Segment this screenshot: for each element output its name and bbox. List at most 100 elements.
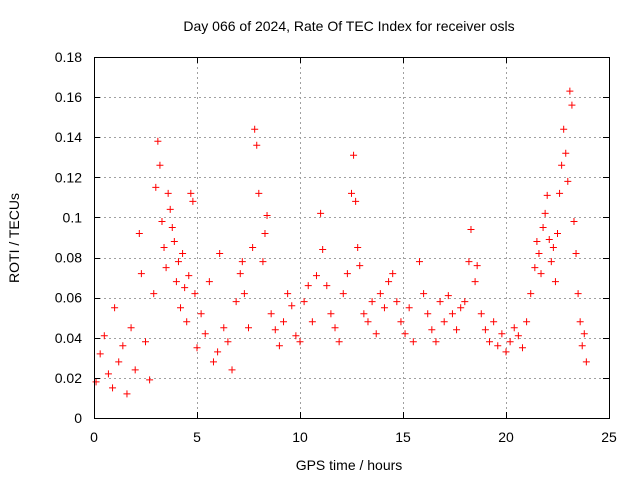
y-tick-label: 0.18 xyxy=(55,49,82,65)
data-point xyxy=(549,244,557,252)
data-point xyxy=(296,338,304,346)
data-point xyxy=(109,384,117,392)
data-point xyxy=(514,332,522,340)
data-point xyxy=(502,348,510,356)
data-point xyxy=(142,338,149,346)
data-point xyxy=(448,310,456,318)
data-points xyxy=(92,87,590,398)
data-point xyxy=(164,189,172,197)
data-point xyxy=(216,250,224,258)
data-point xyxy=(518,344,526,352)
data-point xyxy=(263,211,271,219)
data-point xyxy=(236,270,244,278)
data-point xyxy=(368,298,376,306)
data-point xyxy=(352,197,360,205)
data-point xyxy=(380,304,388,312)
data-point xyxy=(170,238,178,246)
data-point xyxy=(205,278,213,286)
data-point xyxy=(453,326,461,334)
data-point xyxy=(354,244,362,252)
data-point xyxy=(335,338,343,346)
y-axis-label: ROTI / TECUs xyxy=(6,193,22,283)
plot-frame xyxy=(94,57,610,419)
data-point xyxy=(308,318,316,326)
data-point xyxy=(232,298,240,306)
data-point xyxy=(420,290,428,298)
y-tick-label: 0.16 xyxy=(55,89,82,105)
data-point xyxy=(255,189,263,197)
y-tick-label: 0.04 xyxy=(55,330,82,346)
data-point xyxy=(343,270,351,278)
data-point xyxy=(339,290,347,298)
data-point xyxy=(545,236,553,244)
data-point xyxy=(494,342,502,350)
x-axis-label: GPS time / hours xyxy=(295,457,403,473)
data-point xyxy=(356,262,364,270)
data-point xyxy=(531,264,539,272)
data-point xyxy=(578,342,586,350)
y-tick-label: 0.14 xyxy=(55,129,82,145)
data-point xyxy=(197,310,205,318)
data-point xyxy=(100,332,108,340)
data-point xyxy=(146,376,154,384)
data-point xyxy=(572,250,580,258)
data-point xyxy=(486,338,494,346)
data-point xyxy=(582,358,590,366)
data-point xyxy=(177,304,185,312)
data-point xyxy=(181,284,189,292)
data-point xyxy=(214,348,222,356)
data-point xyxy=(498,330,506,338)
data-point xyxy=(280,318,288,326)
data-point xyxy=(527,290,535,298)
data-point xyxy=(560,125,568,133)
data-point xyxy=(220,324,228,332)
data-point xyxy=(115,358,123,366)
data-point xyxy=(275,342,283,350)
data-point xyxy=(111,304,119,312)
data-point xyxy=(360,310,368,318)
data-point xyxy=(436,298,444,306)
data-point xyxy=(376,290,384,298)
data-point xyxy=(158,217,166,225)
data-point xyxy=(238,258,246,266)
data-point xyxy=(409,338,417,346)
data-point xyxy=(537,270,545,278)
data-point xyxy=(135,229,143,237)
data-point xyxy=(558,161,566,169)
data-point xyxy=(267,310,275,318)
data-point xyxy=(471,278,479,286)
data-point xyxy=(104,370,112,378)
data-point xyxy=(174,258,182,266)
data-point xyxy=(152,183,160,191)
data-point xyxy=(331,324,339,332)
data-point xyxy=(253,141,261,149)
data-point xyxy=(271,326,279,334)
data-point xyxy=(401,330,409,338)
data-point xyxy=(554,229,561,237)
x-tick-label: 5 xyxy=(193,429,201,445)
axis-ticks: 0 5 10 15 20 25 0 0.02 0.04 0.06 0.08 0.1 0.12 0.14 0.… xyxy=(55,49,617,445)
data-point xyxy=(461,298,469,306)
data-point xyxy=(245,324,252,332)
data-point xyxy=(288,302,296,310)
data-point xyxy=(372,330,380,338)
data-point xyxy=(193,344,201,352)
data-point xyxy=(465,258,473,266)
data-point xyxy=(490,318,498,326)
data-point xyxy=(541,209,549,217)
data-point xyxy=(240,290,248,298)
data-point xyxy=(137,270,145,278)
data-point xyxy=(319,246,327,254)
x-tick-label: 10 xyxy=(292,429,308,445)
y-tick-label: 0.12 xyxy=(55,169,82,185)
data-point xyxy=(570,217,578,225)
data-point xyxy=(327,310,335,318)
data-point xyxy=(385,278,393,286)
data-point xyxy=(473,262,481,270)
data-point xyxy=(397,318,405,326)
data-point xyxy=(580,330,588,338)
y-tick-label: 0.1 xyxy=(63,209,83,225)
data-point xyxy=(185,272,193,280)
data-point xyxy=(566,87,574,95)
